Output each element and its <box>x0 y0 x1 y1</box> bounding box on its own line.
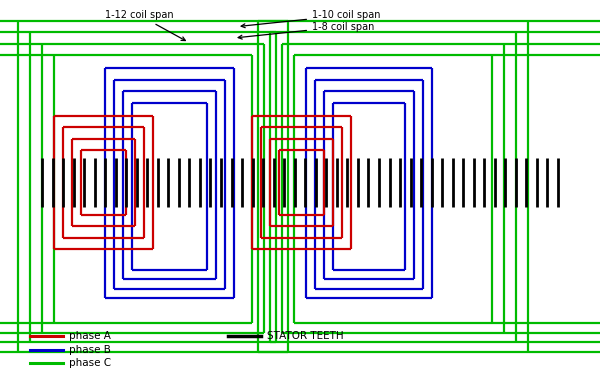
Text: phase B: phase B <box>69 345 111 355</box>
Text: phase C: phase C <box>69 358 111 368</box>
Text: 1-8 coil span: 1-8 coil span <box>238 22 374 39</box>
Text: STATOR TEETH: STATOR TEETH <box>267 331 344 341</box>
Text: phase A: phase A <box>69 331 111 341</box>
Text: 1-12 coil span: 1-12 coil span <box>105 10 185 41</box>
Text: 1-10 coil span: 1-10 coil span <box>241 10 380 28</box>
